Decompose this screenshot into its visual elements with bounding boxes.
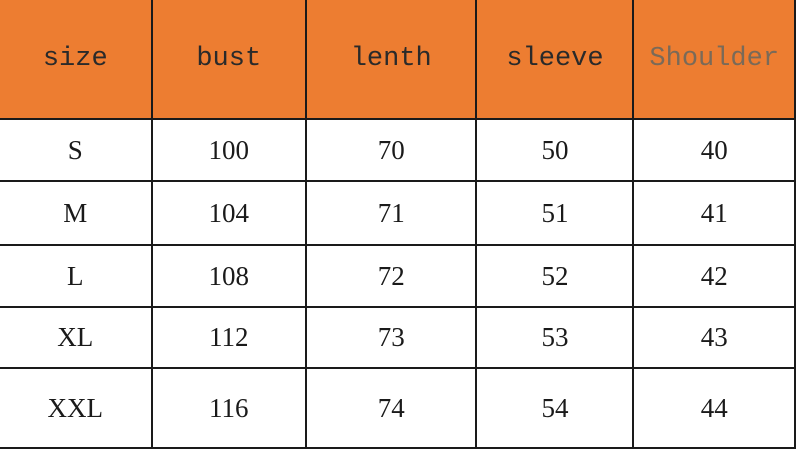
cell-length: 72 — [304, 244, 478, 308]
cell-size: XL — [0, 306, 153, 369]
cell-length: 73 — [304, 306, 478, 369]
table-row: S 100 70 50 40 — [0, 118, 796, 182]
cell-bust: 116 — [150, 367, 308, 449]
cell-bust: 112 — [150, 306, 308, 369]
cell-size: L — [0, 244, 153, 308]
cell-size: M — [0, 180, 153, 246]
header-sleeve: sleeve — [475, 0, 635, 120]
cell-length: 74 — [304, 367, 478, 449]
cell-sleeve: 53 — [475, 306, 635, 369]
cell-size: XXL — [0, 367, 153, 449]
cell-bust: 100 — [150, 118, 308, 182]
table-row: XXL 116 74 54 44 — [0, 367, 796, 449]
cell-sleeve: 52 — [475, 244, 635, 308]
cell-bust: 108 — [150, 244, 308, 308]
cell-shoulder: 42 — [632, 244, 796, 308]
cell-sleeve: 50 — [475, 118, 635, 182]
header-row: size bust lenth sleeve Shoulder — [0, 0, 796, 120]
cell-length: 70 — [304, 118, 478, 182]
header-shoulder: Shoulder — [632, 0, 796, 120]
cell-shoulder: 41 — [632, 180, 796, 246]
table-row: L 108 72 52 42 — [0, 244, 796, 308]
header-bust: bust — [150, 0, 308, 120]
cell-length: 71 — [304, 180, 478, 246]
header-length: lenth — [304, 0, 478, 120]
header-size: size — [0, 0, 153, 120]
cell-sleeve: 51 — [475, 180, 635, 246]
table-row: XL 112 73 53 43 — [0, 306, 796, 369]
cell-sleeve: 54 — [475, 367, 635, 449]
cell-bust: 104 — [150, 180, 308, 246]
table-row: M 104 71 51 41 — [0, 180, 796, 246]
cell-shoulder: 40 — [632, 118, 796, 182]
cell-shoulder: 43 — [632, 306, 796, 369]
cell-shoulder: 44 — [632, 367, 796, 449]
cell-size: S — [0, 118, 153, 182]
